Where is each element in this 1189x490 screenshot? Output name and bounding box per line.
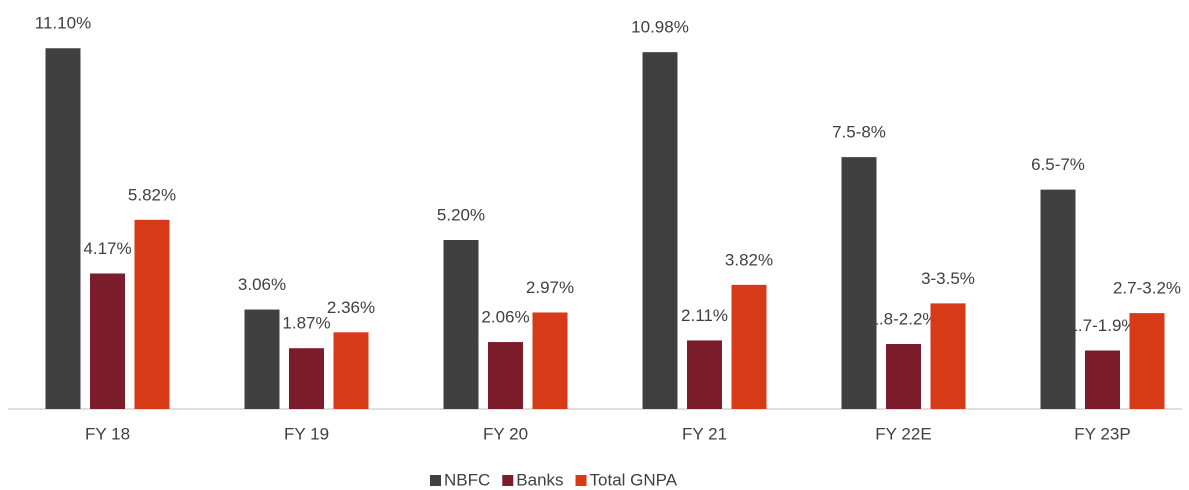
bar	[841, 157, 877, 409]
data-label: 3-3.5%	[921, 269, 975, 288]
bar	[45, 48, 81, 409]
legend-swatch	[575, 475, 587, 486]
legend-swatch	[430, 475, 441, 486]
data-label: 5.20%	[437, 205, 485, 224]
data-label: 1.87%	[282, 314, 330, 333]
bar	[289, 348, 324, 409]
data-label: 2.36%	[327, 298, 375, 317]
bar	[930, 303, 966, 409]
x-tick-label: FY 22E	[875, 424, 931, 443]
data-label: 7.5-8%	[832, 123, 886, 142]
bar	[1129, 313, 1165, 409]
bar	[443, 240, 479, 409]
x-tick-label: FY 23P	[1074, 424, 1130, 443]
bar	[1085, 350, 1120, 409]
x-tick-label: FY 19	[284, 424, 329, 443]
bar	[687, 340, 722, 409]
bar	[642, 52, 678, 410]
bar	[532, 312, 568, 409]
legend-swatch	[502, 475, 514, 486]
data-label: 4.17%	[83, 239, 131, 258]
bar	[244, 309, 280, 409]
data-label: 1.7-1.9%	[1068, 316, 1136, 335]
bar	[333, 332, 369, 409]
data-label: 2.7-3.2%	[1113, 279, 1181, 298]
data-label: 2.06%	[481, 308, 529, 327]
data-label: 2.11%	[681, 306, 728, 325]
bar	[488, 342, 523, 409]
x-tick-label: FY 18	[85, 424, 130, 443]
data-label: 6.5-7%	[1031, 155, 1085, 174]
bar	[1040, 189, 1076, 409]
data-label: 3.82%	[725, 250, 773, 269]
x-tick-label: FY 20	[483, 424, 528, 443]
data-label: 11.10%	[35, 14, 91, 33]
legend-label: Banks	[516, 470, 563, 489]
x-tick-label: FY 21	[682, 424, 727, 443]
legend-label: NBFC	[444, 470, 490, 489]
bar	[731, 284, 767, 409]
bar	[886, 344, 921, 409]
bar	[134, 219, 170, 409]
data-label: 1.8-2.2%	[869, 309, 937, 328]
data-label: 5.82%	[128, 185, 176, 204]
legend-label: Total GNPA	[590, 470, 678, 489]
data-label: 10.98%	[631, 18, 689, 37]
data-label: 2.97%	[526, 278, 574, 297]
data-label: 3.06%	[238, 275, 286, 294]
bar	[90, 273, 125, 409]
